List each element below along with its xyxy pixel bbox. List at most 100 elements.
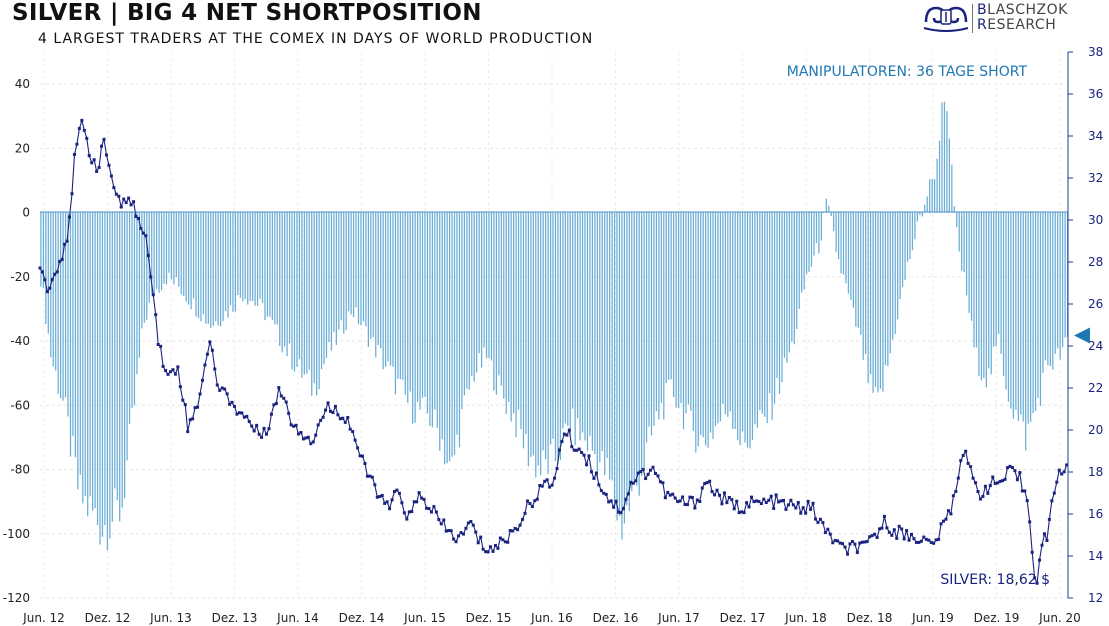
silver-price-point xyxy=(356,446,360,450)
net-short-bar xyxy=(764,212,766,417)
net-short-bar xyxy=(345,212,347,331)
net-short-bar xyxy=(72,212,74,436)
net-short-bar xyxy=(490,212,493,361)
x-axis-tick-label: Dez. 13 xyxy=(212,611,258,625)
silver-price-point xyxy=(917,540,921,544)
net-short-bar xyxy=(124,212,126,499)
silver-price-point xyxy=(316,423,320,427)
silver-price-point xyxy=(897,524,901,528)
silver-price-point xyxy=(351,430,355,434)
silver-price-point xyxy=(772,506,776,510)
net-short-bar xyxy=(303,212,305,375)
right-axis-tick-label: 30 xyxy=(1088,213,1103,227)
net-short-bar xyxy=(222,212,224,322)
net-short-bar xyxy=(867,212,869,384)
silver-price-point xyxy=(575,448,579,452)
silver-price-point xyxy=(843,545,847,549)
net-short-bar xyxy=(749,212,751,449)
net-short-bar xyxy=(183,212,185,296)
silver-price-point xyxy=(38,266,42,270)
silver-price-point xyxy=(1062,470,1066,474)
silver-price-point xyxy=(905,529,909,533)
net-short-bar xyxy=(756,212,758,428)
net-short-bar xyxy=(180,212,182,295)
net-short-bar xyxy=(296,212,298,367)
silver-price-point xyxy=(336,413,340,417)
net-short-bar xyxy=(392,212,394,367)
net-short-bar xyxy=(313,212,315,384)
silver-price-point xyxy=(1015,478,1019,482)
silver-price-point xyxy=(626,492,630,496)
silver-price-point xyxy=(375,495,379,499)
net-short-bar xyxy=(828,205,830,213)
silver-price-point xyxy=(493,543,497,547)
net-short-bar xyxy=(128,212,131,424)
silver-price-point xyxy=(887,530,891,534)
silver-price-point xyxy=(919,539,923,543)
silver-price-point xyxy=(924,537,928,541)
silver-price-point xyxy=(525,499,529,503)
silver-price-point xyxy=(641,468,645,472)
net-short-bar xyxy=(59,212,62,399)
silver-price-point xyxy=(730,498,734,502)
net-short-bar xyxy=(798,212,800,309)
silver-price-point xyxy=(1042,532,1046,536)
net-short-bar xyxy=(1059,212,1061,360)
net-short-bar xyxy=(963,212,965,273)
net-short-bar xyxy=(269,212,271,317)
silver-price-point xyxy=(878,527,882,531)
net-short-bar xyxy=(1037,212,1039,398)
silver-price-point xyxy=(1038,558,1042,562)
x-axis-tick-label: Dez. 12 xyxy=(85,611,131,625)
silver-price-point xyxy=(452,537,456,541)
silver-price-point xyxy=(518,523,522,527)
silver-price-point xyxy=(1047,517,1051,521)
net-short-bar xyxy=(210,212,212,329)
silver-price-point xyxy=(77,127,81,131)
net-short-bar xyxy=(938,140,941,213)
silver-price-point xyxy=(870,534,874,538)
silver-price-point xyxy=(412,500,416,504)
net-short-bar xyxy=(1044,212,1047,361)
net-short-bar xyxy=(510,212,512,422)
net-short-bar xyxy=(773,212,776,404)
silver-price-point xyxy=(784,507,788,511)
silver-price-point xyxy=(732,507,736,511)
silver-price-point xyxy=(868,535,872,539)
net-short-bar xyxy=(131,212,133,409)
net-short-bar xyxy=(948,138,951,213)
silver-price-point xyxy=(252,429,256,433)
silver-price-point xyxy=(685,503,689,507)
silver-price-point xyxy=(114,192,118,196)
silver-price-point xyxy=(432,505,436,509)
silver-price-point xyxy=(722,491,726,495)
net-short-bar xyxy=(874,212,877,387)
net-short-bar xyxy=(901,212,904,287)
net-short-bar xyxy=(434,212,436,410)
silver-price-point xyxy=(496,546,500,550)
silver-price-point xyxy=(735,499,739,503)
silver-price-point xyxy=(149,275,153,279)
silver-price-point xyxy=(703,482,707,486)
silver-price-point xyxy=(799,511,803,515)
net-short-bar xyxy=(965,212,968,296)
net-short-bar xyxy=(266,212,269,317)
net-short-bar xyxy=(929,179,931,213)
silver-price-point xyxy=(614,499,618,503)
net-short-bar xyxy=(697,212,699,447)
silver-price-point xyxy=(762,497,766,501)
silver-price-point xyxy=(176,365,180,369)
silver-price-point xyxy=(639,470,643,474)
right-axis-tick-label: 36 xyxy=(1088,87,1103,101)
net-short-bar xyxy=(259,212,261,299)
net-short-bar xyxy=(872,212,874,393)
right-axis-tick-label: 18 xyxy=(1088,465,1103,479)
net-short-bar xyxy=(860,212,862,335)
silver-price-point xyxy=(629,480,633,484)
silver-price-point xyxy=(565,433,569,437)
logo-emblem-icon xyxy=(923,6,969,32)
net-short-bar xyxy=(589,212,591,436)
silver-price-point xyxy=(282,396,286,400)
silver-price-point xyxy=(373,483,377,487)
silver-price-point xyxy=(1060,472,1064,476)
